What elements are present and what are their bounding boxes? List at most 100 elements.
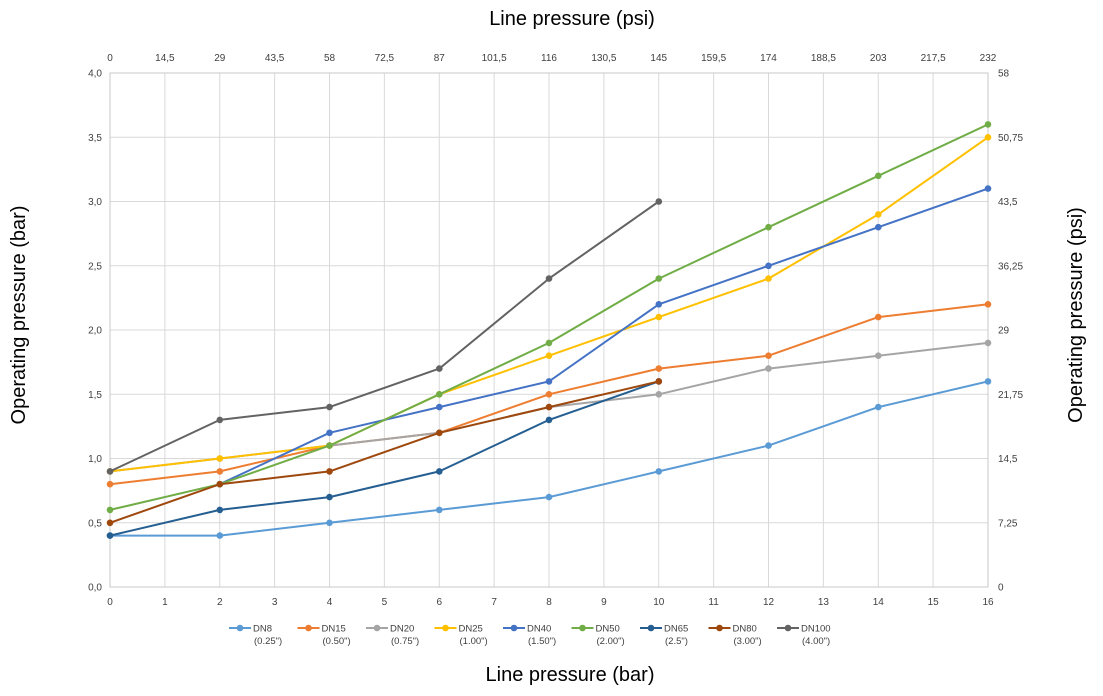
data-point: [106, 480, 114, 488]
right-y-tick-label: 14,5: [998, 454, 1018, 465]
series-line: [109, 200, 660, 473]
data-point: [984, 121, 992, 128]
data-point: [545, 391, 553, 398]
x-tick-label: 6: [436, 597, 442, 608]
legend-item-dn50: DN50(2.00"): [571, 624, 625, 647]
x-tick-label: 14: [873, 597, 885, 608]
series-line: [109, 380, 660, 537]
data-point: [326, 493, 333, 501]
plot-area-frame: [109, 72, 989, 588]
data-point: [984, 378, 992, 385]
y-tick-label: 1,5: [88, 390, 102, 401]
right-y-tick-label: 43,5: [998, 197, 1018, 208]
top-x-tick-label: 159,5: [701, 53, 726, 64]
data-point: [765, 262, 772, 270]
y-tick-label: 4,0: [88, 69, 102, 80]
top-x-tick-label: 188,5: [811, 53, 836, 64]
data-point: [655, 275, 663, 282]
data-point: [436, 468, 443, 475]
grid-lines: [109, 72, 989, 588]
right-y-tick-label: 50,75: [998, 133, 1023, 144]
y-tick-label: 2,0: [88, 326, 102, 337]
data-point: [216, 416, 224, 424]
data-point: [875, 172, 882, 180]
legend-label: DN25: [459, 624, 483, 635]
data-point: [106, 532, 114, 539]
series-line: [109, 380, 660, 524]
data-point: [545, 378, 553, 385]
x-tick-label: 3: [272, 597, 278, 608]
series-layer: [106, 121, 992, 539]
data-point: [545, 275, 553, 282]
data-point: [106, 468, 114, 475]
legend-sublabel: (3.00"): [734, 636, 762, 647]
right-y-tick-label: 29: [998, 326, 1010, 337]
top-x-tick-label: 14,5: [155, 53, 175, 64]
data-point: [545, 493, 553, 501]
series-line: [219, 187, 989, 486]
data-point: [545, 352, 553, 360]
y-tick-label: 1,0: [88, 454, 102, 465]
legend-swatch-marker: [579, 624, 586, 632]
x-tick-label: 16: [982, 597, 994, 608]
data-point: [984, 185, 992, 192]
legend-item-dn25: DN25(1.00"): [434, 624, 488, 647]
data-point: [216, 506, 224, 514]
x-tick-label: 5: [382, 597, 388, 608]
right-y-tick-label: 21,75: [998, 390, 1023, 401]
data-point: [655, 313, 663, 321]
data-point: [875, 223, 882, 231]
legend-sublabel: (1.00"): [460, 636, 488, 647]
data-point: [545, 416, 553, 424]
legend-swatch-marker: [373, 624, 381, 632]
top-x-tick-label: 29: [214, 53, 226, 64]
right-y-tick-label: 7,25: [998, 518, 1018, 529]
data-point: [545, 403, 553, 411]
x-tick-label: 4: [327, 597, 333, 608]
series-dn100: [106, 198, 663, 475]
data-point: [984, 134, 992, 141]
legend-swatch-marker: [442, 624, 449, 632]
top-x-tick-label: 87: [434, 53, 446, 64]
top-x-tick-label: 232: [980, 53, 997, 64]
top-x-tick-label: 72,5: [375, 53, 395, 64]
data-point: [765, 275, 772, 282]
top-axis-title: Line pressure (psi): [489, 8, 655, 30]
data-point: [106, 506, 114, 514]
right-y-tick-label: 0: [998, 583, 1004, 594]
data-point: [655, 365, 663, 372]
top-x-tick-label: 43,5: [265, 53, 285, 64]
legend-sublabel: (2.5"): [665, 636, 688, 647]
legend-item-dn40: DN40(1.50"): [503, 624, 556, 647]
x-tick-label: 1: [162, 597, 168, 608]
x-tick-label: 2: [217, 597, 223, 608]
data-point: [655, 391, 663, 398]
legend-sublabel: (0.75"): [391, 636, 419, 647]
y-tick-label: 3,5: [88, 133, 102, 144]
right-y-tick-label: 36,25: [998, 261, 1023, 272]
data-point: [326, 442, 333, 449]
data-point: [436, 429, 443, 437]
top-x-tick-label: 145: [650, 53, 667, 64]
legend-item-dn8: DN8(0.25"): [229, 624, 282, 647]
y-tick-label: 0,0: [88, 583, 102, 594]
data-point: [216, 455, 224, 462]
data-point: [655, 198, 663, 205]
data-point: [436, 506, 443, 514]
x-tick-label: 12: [763, 597, 775, 608]
y-tick-label: 3,0: [88, 197, 102, 208]
legend-sublabel: (1.50"): [528, 636, 556, 647]
series-dn40: [216, 185, 992, 488]
x-tick-label: 15: [928, 597, 940, 608]
y-tick-label: 2,5: [88, 261, 102, 272]
y-axis-title: Operating pressure (bar): [8, 206, 30, 425]
x-tick-label: 10: [653, 597, 665, 608]
data-point: [216, 480, 224, 488]
data-point: [326, 519, 333, 527]
x-tick-label: 8: [546, 597, 552, 608]
data-point: [655, 468, 663, 475]
data-point: [326, 468, 333, 475]
data-point: [655, 378, 663, 385]
legend-item-dn15: DN15(0.50"): [297, 624, 351, 647]
